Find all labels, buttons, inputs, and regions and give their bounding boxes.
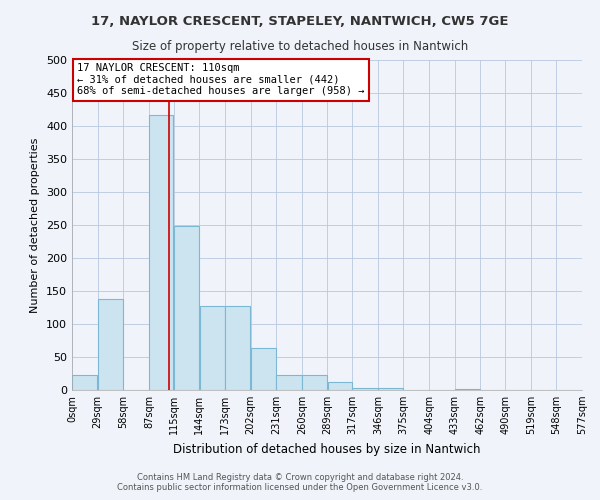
Bar <box>225 306 250 390</box>
Text: Size of property relative to detached houses in Nantwich: Size of property relative to detached ho… <box>132 40 468 53</box>
Bar <box>149 116 173 390</box>
Bar <box>455 388 480 390</box>
Text: 17, NAYLOR CRESCENT, STAPELEY, NANTWICH, CW5 7GE: 17, NAYLOR CRESCENT, STAPELEY, NANTWICH,… <box>91 15 509 28</box>
Bar <box>199 306 224 390</box>
Bar <box>174 226 199 390</box>
Bar <box>98 299 123 390</box>
Bar <box>352 388 377 390</box>
Bar <box>72 376 97 390</box>
Bar <box>328 382 352 390</box>
X-axis label: Distribution of detached houses by size in Nantwich: Distribution of detached houses by size … <box>173 442 481 456</box>
Text: Contains HM Land Registry data © Crown copyright and database right 2024.
Contai: Contains HM Land Registry data © Crown c… <box>118 473 482 492</box>
Y-axis label: Number of detached properties: Number of detached properties <box>31 138 40 312</box>
Bar <box>277 376 302 390</box>
Bar <box>302 376 327 390</box>
Bar <box>378 388 403 390</box>
Text: 17 NAYLOR CRESCENT: 110sqm
← 31% of detached houses are smaller (442)
68% of sem: 17 NAYLOR CRESCENT: 110sqm ← 31% of deta… <box>77 64 365 96</box>
Bar <box>251 348 276 390</box>
